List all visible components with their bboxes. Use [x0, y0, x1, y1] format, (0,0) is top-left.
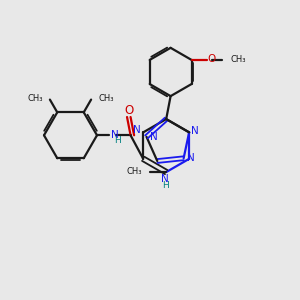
Text: N: N	[150, 132, 158, 142]
Text: CH₃: CH₃	[230, 56, 246, 64]
Text: O: O	[124, 104, 134, 117]
Text: H: H	[162, 182, 168, 190]
Text: N: N	[110, 130, 118, 140]
Text: CH₃: CH₃	[27, 94, 43, 103]
Text: N: N	[191, 126, 199, 136]
Text: N: N	[161, 174, 169, 184]
Text: CH₃: CH₃	[126, 167, 142, 176]
Text: CH₃: CH₃	[98, 94, 114, 103]
Text: N: N	[133, 125, 141, 135]
Text: O: O	[207, 54, 215, 64]
Text: H: H	[114, 136, 121, 145]
Text: N: N	[187, 153, 195, 163]
